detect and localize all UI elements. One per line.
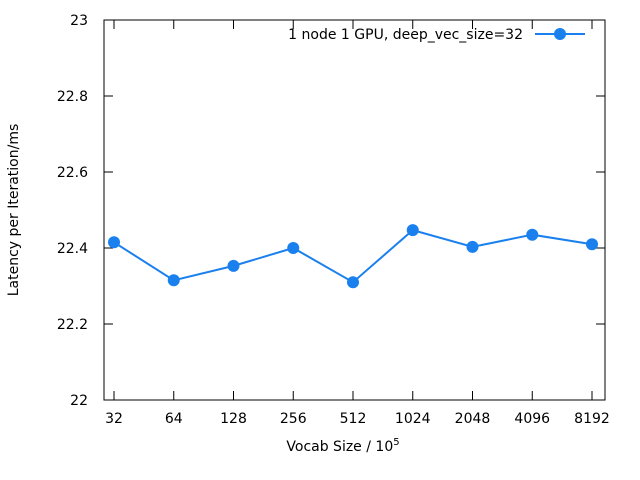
data-point [406,224,419,237]
legend: 1 node 1 GPU, deep_vec_size=32 [288,27,585,43]
data-point [227,259,240,272]
x-axis-title-text: Vocab Size / 10 [286,439,393,455]
data-point [167,274,180,287]
x-tick-label: 128 [220,411,247,427]
x-tick-label: 2048 [455,411,491,427]
y-tick-label: 22.6 [57,165,88,181]
y-axis: 22 22.2 22.4 22.6 22.8 23 [57,13,605,409]
x-tick-label: 1024 [395,411,431,427]
data-point [347,276,359,289]
x-tick-label: 256 [280,411,307,427]
series-line [113,229,593,284]
x-axis-title-exponent: 5 [393,437,399,448]
legend-marker-sample [554,28,566,40]
y-tick-label: 23 [70,13,88,29]
data-point [586,238,598,251]
x-axis: 32 64 128 256 512 1024 2048 4096 8192 [105,20,610,427]
data-point [526,228,539,241]
x-tick-label: 32 [105,411,123,427]
x-tick-label: 4096 [514,411,550,427]
y-tick-label: 22 [70,393,88,409]
x-tick-label: 8192 [574,411,610,427]
x-tick-label: 512 [340,411,367,427]
data-point [287,242,300,254]
plot-frame [103,19,606,401]
y-tick-label: 22.2 [57,317,88,333]
data-point [466,240,479,253]
x-axis-title: Vocab Size / 105 [286,437,399,455]
series-group [108,224,598,289]
y-axis-title: Latency per Iteration/ms [6,124,22,297]
y-tick-label: 22.8 [57,89,88,105]
legend-label: 1 node 1 GPU, deep_vec_size=32 [288,27,523,43]
y-tick-label: 22.4 [57,241,88,257]
x-tick-label: 64 [165,411,183,427]
data-point [108,236,120,249]
